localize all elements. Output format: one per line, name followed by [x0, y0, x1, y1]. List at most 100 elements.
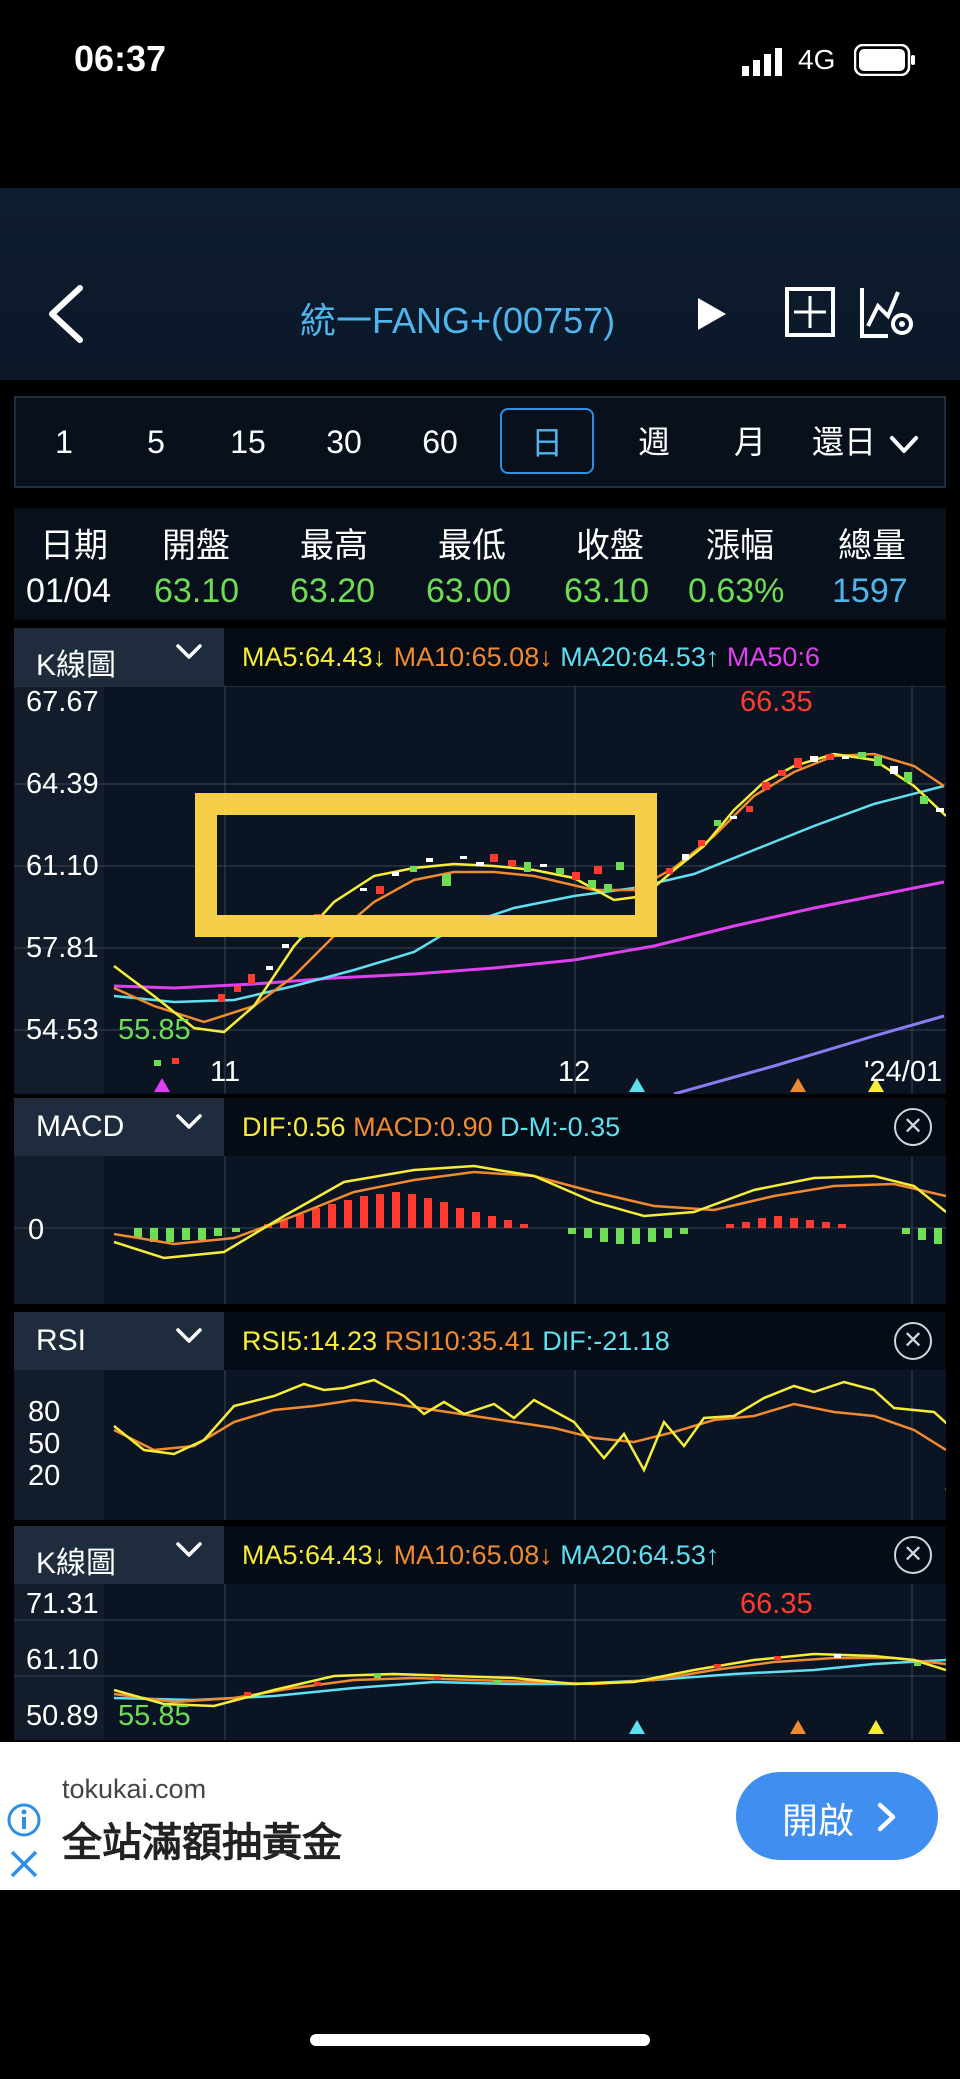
play-icon[interactable] [694, 296, 728, 332]
kline2-indicator-selector[interactable]: K線圖 [14, 1526, 224, 1584]
signal-icon [742, 48, 782, 76]
ad-text: 全站滿額抽黃金 [62, 1821, 342, 1865]
quote-high: 63.20 [290, 572, 376, 610]
quote-header-open: 開盤 [162, 527, 230, 565]
quote-low: 63.00 [426, 572, 512, 610]
quote-header-close: 收盤 [576, 527, 644, 565]
legend2-ma10: MA10:65.08↓ [393, 1540, 553, 1570]
legend-rsi-dif: DIF:-21.18 [542, 1326, 670, 1356]
legend-dm: D-M:-0.35 [500, 1112, 621, 1142]
interval-day[interactable]: 日 [500, 408, 594, 474]
rsi-label-20: 20 [28, 1460, 61, 1492]
interval-month[interactable]: 月 [733, 424, 766, 460]
crosshair-icon[interactable] [784, 286, 836, 338]
macd-panel-header: MACD DIF:0.56 MACD:0.90 D-M:-0.35 ✕ [14, 1098, 946, 1156]
rsi-label-50: 50 [28, 1428, 61, 1460]
marker-orange [790, 1078, 806, 1092]
quote-table: 日期 開盤 最高 最低 收盤 漲幅 總量 01/04 63.10 63.20 6… [14, 508, 946, 620]
marker-yellow [868, 1078, 884, 1092]
rsi-panel-name: RSI [36, 1324, 87, 1357]
x-label-2401: '24/01 [864, 1056, 943, 1088]
x-label-12: 12 [558, 1056, 591, 1088]
kline2-chart[interactable] [14, 1584, 946, 1740]
adjust-selector[interactable]: 還日 [812, 398, 932, 486]
info-icon[interactable] [6, 1802, 42, 1838]
macd-chart[interactable] [14, 1156, 946, 1304]
rsi-close-button[interactable]: ✕ [894, 1322, 932, 1360]
x-label-11: 11 [210, 1056, 241, 1088]
macd-histogram [134, 1192, 942, 1244]
ad-open-label: 開啟 [782, 1800, 855, 1841]
quote-close: 63.10 [564, 572, 650, 610]
marker-cyan [629, 1720, 645, 1734]
y-label-5: 54.53 [26, 1014, 99, 1046]
chevron-down-icon [889, 435, 918, 453]
rsi-label-80: 80 [28, 1396, 61, 1428]
chevron-right-icon [877, 1802, 896, 1832]
legend-rsi5: RSI5:14.23 [242, 1326, 378, 1356]
interval-5[interactable]: 5 [147, 424, 165, 460]
stock-title[interactable]: 統一FANG+(00757) [300, 300, 616, 341]
kline-panel-name: K線圖 [36, 649, 117, 682]
legend-ma5: MA5:64.43↓ [242, 642, 387, 672]
app-header [0, 188, 960, 380]
quote-header-high: 最高 [300, 527, 368, 565]
macd-panel-name: MACD [36, 1110, 125, 1143]
legend-dif: DIF:0.56 [242, 1112, 346, 1142]
kline2-panel-header: K線圖 MA5:64.43↓ MA10:65.08↓ MA20:64.53↑ ✕ [14, 1526, 946, 1584]
back-button[interactable] [44, 284, 88, 344]
chevron-down-icon [176, 1114, 202, 1129]
rsi-legend: RSI5:14.23 RSI10:35.41 DIF:-21.18 [242, 1326, 670, 1357]
ad-open-button[interactable]: 開啟 [736, 1772, 938, 1860]
kline2-high-label: 66.35 [740, 1588, 813, 1620]
rsi-panel-header: RSI RSI5:14.23 RSI10:35.41 DIF:-21.18 ✕ [14, 1312, 946, 1370]
interval-1[interactable]: 1 [55, 424, 73, 460]
quote-open: 63.10 [154, 572, 240, 610]
interval-15[interactable]: 15 [230, 424, 266, 460]
home-indicator[interactable] [310, 2034, 650, 2046]
kline-indicator-selector[interactable]: K線圖 [14, 628, 224, 686]
legend-ma20: MA20:64.53↑ [560, 642, 720, 672]
legend2-ma5: MA5:64.43↓ [242, 1540, 387, 1570]
rsi-indicator-selector[interactable]: RSI [14, 1312, 224, 1370]
network-type: 4G [798, 44, 836, 75]
rsi-chart[interactable] [14, 1370, 946, 1520]
quote-header-date: 日期 [40, 527, 108, 565]
chart-settings-icon[interactable] [858, 284, 916, 340]
marker-orange [790, 1720, 806, 1734]
interval-30[interactable]: 30 [326, 424, 362, 460]
quote-change: 0.63% [688, 572, 785, 610]
kline-chart[interactable] [14, 686, 946, 1094]
legend-ma50: MA50:6 [726, 642, 820, 672]
kline-panel-header: K線圖 MA5:64.43↓ MA10:65.08↓ MA20:64.53↑ M… [14, 628, 946, 686]
kline2-close-button[interactable]: ✕ [894, 1536, 932, 1574]
battery-icon [854, 44, 915, 76]
interval-week[interactable]: 週 [637, 424, 670, 460]
y-label-4: 57.81 [26, 932, 99, 964]
interval-bar: 1 5 15 30 60 日 週 月 還日 [14, 396, 946, 488]
rsi-panel: RSI RSI5:14.23 RSI10:35.41 DIF:-21.18 ✕ … [14, 1312, 946, 1520]
marker-cyan [629, 1078, 645, 1092]
kline2-legend: MA5:64.43↓ MA10:65.08↓ MA20:64.53↑ [242, 1540, 719, 1571]
chevron-down-icon [176, 1328, 202, 1343]
kline2-low-label: 55.85 [118, 1700, 191, 1732]
adjust-label: 還日 [812, 424, 877, 460]
close-icon[interactable] [8, 1848, 40, 1880]
macd-indicator-selector[interactable]: MACD [14, 1098, 224, 1156]
quote-volume: 1597 [832, 572, 908, 610]
interval-60[interactable]: 60 [422, 424, 458, 460]
macd-close-button[interactable]: ✕ [894, 1108, 932, 1146]
legend-macd: MACD:0.90 [353, 1112, 493, 1142]
quote-header-low: 最低 [438, 527, 506, 565]
kline-panel-2: K線圖 MA5:64.43↓ MA10:65.08↓ MA20:64.53↑ ✕… [14, 1526, 946, 1740]
legend-ma10: MA10:65.08↓ [393, 642, 553, 672]
marker-yellow [868, 1720, 884, 1734]
y-label-1: 67.67 [26, 686, 99, 718]
low-label: 55.85 [118, 1014, 191, 1046]
y-label-3: 61.10 [26, 850, 99, 882]
chevron-down-icon [176, 644, 202, 659]
chevron-down-icon [176, 1542, 202, 1557]
kline2-panel-name: K線圖 [36, 1547, 117, 1580]
kline-panel: K線圖 MA5:64.43↓ MA10:65.08↓ MA20:64.53↑ M… [14, 628, 946, 1094]
kline-legend: MA5:64.43↓ MA10:65.08↓ MA20:64.53↑ MA50:… [242, 642, 938, 673]
